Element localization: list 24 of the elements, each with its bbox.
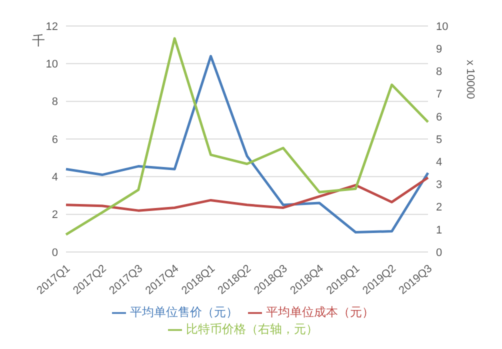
y2-tick-label: 6: [436, 111, 442, 124]
y2-tick-label: 7: [436, 88, 442, 101]
y2-tick-label: 4: [436, 156, 442, 169]
y2-tick-label: 8: [436, 66, 442, 78]
y2-tick-label: 1: [436, 224, 442, 236]
y2-tick-label: 5: [436, 134, 442, 146]
y-axis-title: 千: [32, 33, 45, 48]
y-tick-label: 12: [46, 20, 58, 33]
y2-tick-label: 2: [436, 202, 442, 214]
y2-tick-label: 0: [436, 246, 442, 259]
legend-label: 比特币价格（右轴，元）: [186, 322, 318, 336]
y-tick-label: 0: [52, 246, 58, 259]
legend-label: 平均单位成本（元）: [266, 305, 374, 319]
y-tick-label: 8: [52, 96, 58, 108]
legend-label: 平均单位售价（元）: [130, 305, 238, 319]
y-tick-label: 4: [52, 172, 58, 184]
y2-tick-label: 10: [436, 20, 448, 33]
y-tick-label: 2: [52, 209, 58, 222]
y2-axis-title: x 10000: [464, 60, 476, 99]
y2-tick-label: 3: [436, 179, 442, 192]
y2-tick-label: 9: [436, 44, 442, 56]
y-tick-label: 10: [46, 58, 58, 71]
y-tick-label: 6: [52, 134, 58, 146]
line-series: [64, 176, 430, 212]
